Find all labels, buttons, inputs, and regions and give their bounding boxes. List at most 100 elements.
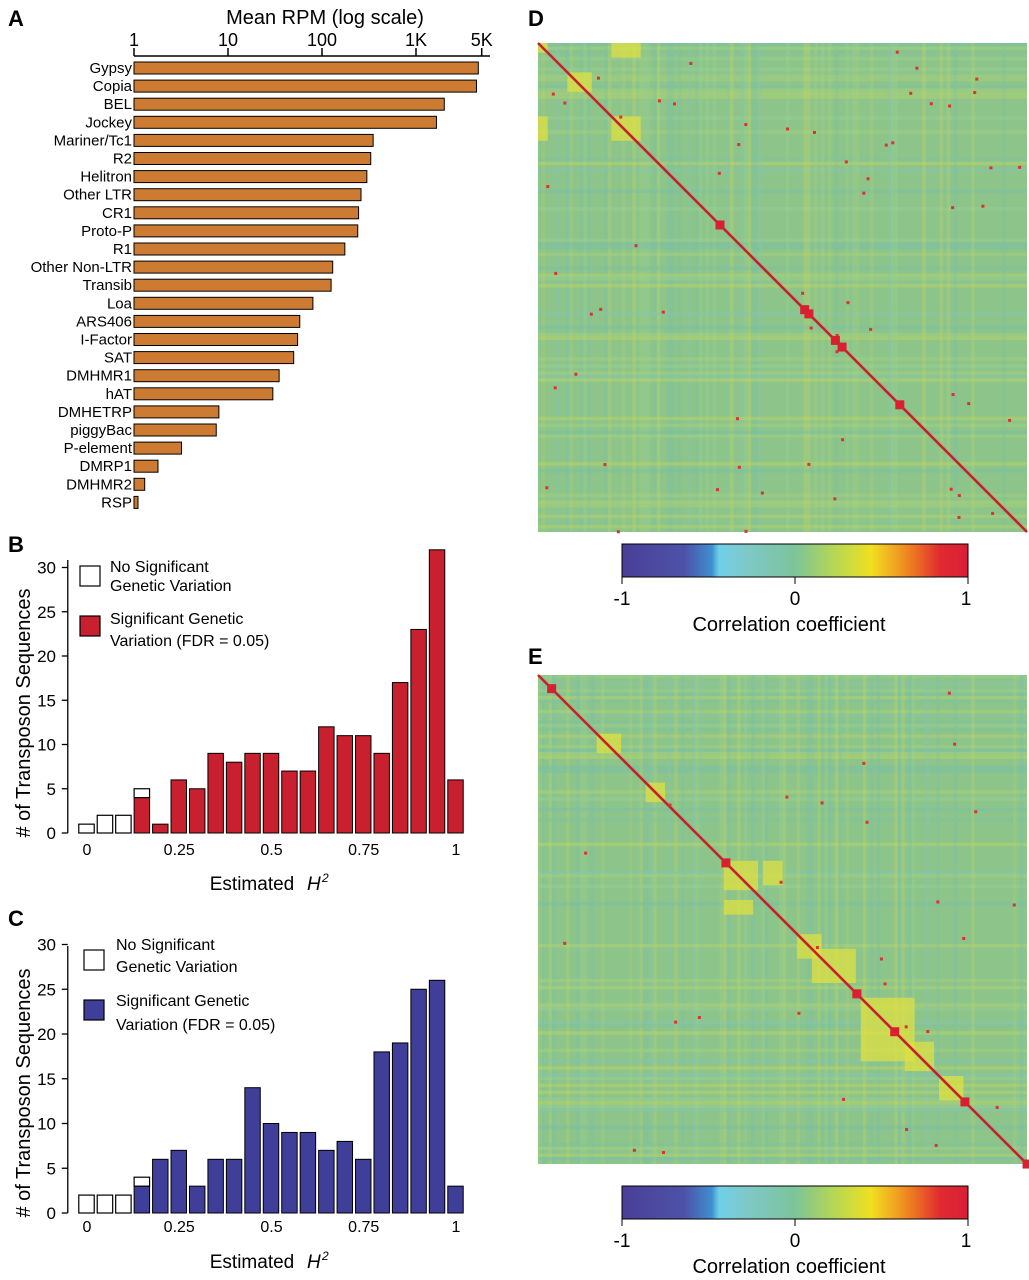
heatmap-col-texture bbox=[813, 43, 818, 532]
panel-c-histogram: 0 5 10 15 20 25 30 0 0.25 0.5 0.75 1 Estimated H 2 # of… bbox=[13, 936, 464, 1273]
heatmap-diag-cluster bbox=[960, 1097, 970, 1107]
heatmap-row-texture bbox=[538, 1090, 1027, 1095]
panel-a-category-label: Loa bbox=[107, 295, 133, 312]
panel-a-category-label: Helitron bbox=[80, 169, 132, 186]
heatmap-col-texture bbox=[698, 675, 703, 1164]
heatmap-row-texture bbox=[538, 88, 1027, 92]
heatmap-row-texture bbox=[538, 469, 1027, 473]
heatmap-cell-high bbox=[891, 141, 895, 145]
heatmap-row-texture bbox=[538, 797, 1027, 801]
heatmap-row-texture bbox=[538, 681, 1027, 686]
y-tick-label: 20 bbox=[37, 1025, 56, 1044]
heatmap-cell-high bbox=[596, 76, 600, 80]
heatmap-row-texture bbox=[538, 1153, 1027, 1158]
bar-significant bbox=[447, 1185, 464, 1214]
heatmap-cell-high bbox=[820, 801, 824, 805]
heatmap-cell-high bbox=[883, 982, 887, 986]
heatmap-col-texture bbox=[653, 675, 657, 1164]
x-tick-label: 0.25 bbox=[164, 842, 195, 859]
panel-b-histogram: 0 5 10 15 20 25 30 0 0.25 0.5 0.75 1 Estimated H 2 # of… bbox=[13, 549, 464, 895]
heatmap-row-texture bbox=[538, 130, 1027, 134]
heatmap-col-texture bbox=[890, 43, 895, 532]
heatmap-cell-high bbox=[841, 438, 845, 442]
heatmap-col-texture bbox=[869, 675, 874, 1164]
heatmap-diag-cluster bbox=[852, 989, 862, 999]
heatmap-cell-high bbox=[844, 160, 848, 164]
heatmap-row-texture bbox=[538, 43, 1027, 47]
heatmap-row-texture bbox=[538, 765, 1027, 770]
heatmap-row-texture bbox=[538, 357, 1027, 361]
bar-not-significant bbox=[96, 814, 114, 834]
heatmap-row-texture bbox=[538, 423, 1027, 428]
panel-label-b: B bbox=[8, 532, 24, 557]
panel-a-bar bbox=[133, 79, 477, 93]
heatmap-cell-high bbox=[554, 271, 558, 275]
heatmap-cell-high bbox=[995, 1105, 999, 1109]
x-tick-label: 1 bbox=[452, 842, 461, 859]
heatmap-col-texture bbox=[845, 43, 849, 532]
heatmap-block bbox=[611, 43, 641, 58]
heatmap-row-texture bbox=[538, 790, 1027, 794]
heatmap-row-texture bbox=[538, 1157, 1027, 1161]
heatmap-row-texture bbox=[538, 493, 1027, 498]
legend-b-nonsig-swatch bbox=[79, 565, 101, 587]
panel-a-category-label: DMHMR2 bbox=[66, 476, 132, 493]
heatmap-col-texture bbox=[1013, 675, 1017, 1164]
bar-significant bbox=[207, 752, 224, 834]
heatmap-cell-high bbox=[951, 206, 955, 210]
heatmap-row-texture bbox=[538, 769, 1027, 773]
heatmap-cell-high bbox=[947, 691, 951, 695]
heatmap-col-texture bbox=[667, 675, 671, 1164]
heatmap-row-texture bbox=[538, 748, 1027, 752]
heatmap-cell-high bbox=[909, 91, 913, 95]
heatmap-cell-high bbox=[616, 530, 620, 534]
heatmap-row-texture bbox=[538, 504, 1027, 508]
colorbar-d-gradient bbox=[621, 543, 969, 578]
heatmap-col-texture bbox=[548, 675, 552, 1164]
heatmap-col-texture bbox=[607, 43, 612, 532]
heatmap-col-texture bbox=[817, 675, 821, 1164]
heatmap-col-texture bbox=[719, 675, 724, 1164]
heatmap-cell-high bbox=[835, 350, 839, 354]
heatmap-cell-high bbox=[981, 204, 985, 208]
heatmap-row-texture bbox=[538, 74, 1027, 78]
panel-a-category-label: CR1 bbox=[102, 205, 132, 222]
panel-a-bar bbox=[133, 260, 334, 274]
bar-significant bbox=[152, 1158, 169, 1214]
colorbar-e-tick-label-neg1: -1 bbox=[614, 1231, 631, 1252]
heatmap-row-texture bbox=[538, 158, 1027, 162]
heatmap-cell-high bbox=[957, 515, 961, 519]
heatmap-col-texture bbox=[565, 43, 570, 532]
heatmap-row-texture bbox=[538, 1020, 1027, 1025]
heatmap-col-texture bbox=[576, 675, 580, 1164]
bar-significant bbox=[355, 1158, 372, 1214]
legend-c-nonsig-line2: Genetic Variation bbox=[116, 959, 238, 976]
heatmap-col-texture bbox=[939, 43, 944, 532]
panel-a-category-label: Mariner/Tc1 bbox=[54, 132, 132, 149]
heatmap-row-texture bbox=[538, 189, 1027, 194]
heatmap-row-texture bbox=[538, 1073, 1027, 1077]
heatmap-cell-high bbox=[563, 101, 567, 105]
panel-a-bar bbox=[133, 115, 437, 129]
heatmap-col-texture bbox=[628, 675, 633, 1164]
heatmap-cell-high bbox=[697, 1015, 701, 1019]
heatmap-row-texture bbox=[538, 238, 1027, 243]
heatmap-col-texture bbox=[953, 43, 958, 532]
heatmap-col-texture bbox=[806, 675, 811, 1164]
x-axis-label-superscript: 2 bbox=[321, 871, 329, 885]
heatmap-row-texture bbox=[538, 1003, 1027, 1007]
heatmap-row-texture bbox=[538, 336, 1027, 340]
panel-a-category-label: Copia bbox=[93, 78, 133, 95]
bar-significant bbox=[373, 752, 390, 834]
heatmap-col-texture bbox=[604, 43, 608, 532]
panel-a-category-label: I-Factor bbox=[80, 332, 132, 349]
heatmap-cell-high bbox=[904, 1025, 908, 1029]
heatmap-col-texture bbox=[765, 675, 769, 1164]
heatmap-row-texture bbox=[538, 46, 1027, 50]
panel-label-e: E bbox=[528, 644, 543, 669]
bar-significant bbox=[336, 735, 354, 834]
bar-not-significant bbox=[115, 1194, 132, 1214]
heatmap-col-texture bbox=[869, 43, 874, 532]
heatmap-col-texture bbox=[586, 43, 591, 532]
heatmap-col-texture bbox=[583, 43, 587, 532]
